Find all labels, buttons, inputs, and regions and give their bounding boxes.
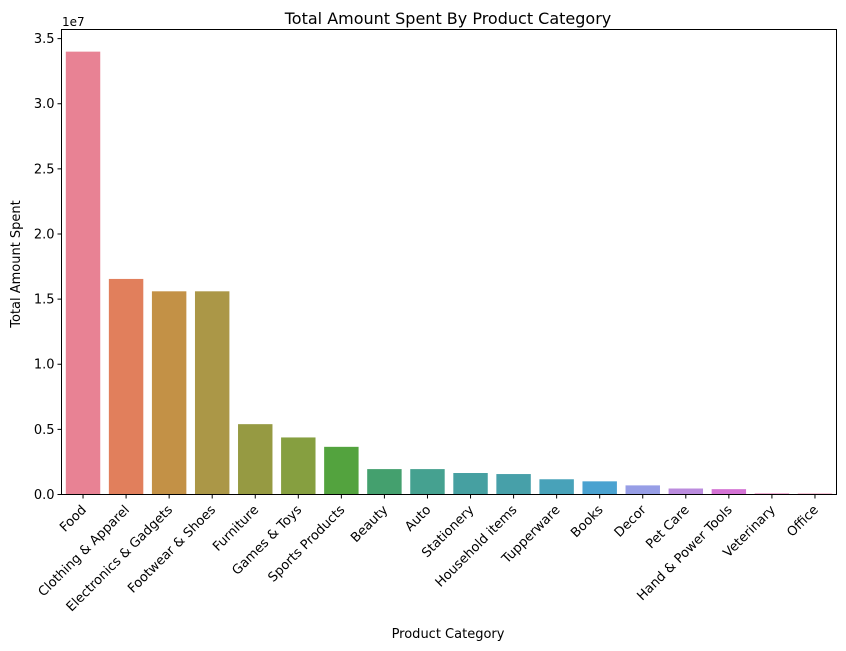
x-tick-label: Food <box>57 503 90 536</box>
bar-auto <box>410 469 445 495</box>
bar-clothing-apparel <box>108 278 144 495</box>
x-tick-label: Books <box>568 503 606 541</box>
y-tick-label: 1.5 <box>34 293 55 308</box>
bar-pet-care <box>668 488 704 495</box>
x-axis-label: Product Category <box>392 627 505 642</box>
x-tick-label: Auto <box>402 503 434 535</box>
x-tick-label: Decor <box>612 502 650 540</box>
bar-decor <box>625 485 660 495</box>
bar-household-items <box>496 474 531 495</box>
bar-footwear-shoes <box>194 291 230 495</box>
chart-title: Total Amount Spent By Product Category <box>284 9 612 28</box>
y-tick-label: 2.5 <box>34 162 55 177</box>
x-tick-label: Beauty <box>348 503 391 546</box>
x-tick-label: Household items <box>433 503 521 591</box>
y-tick-label: 1.0 <box>34 358 55 373</box>
bars-group <box>65 51 833 495</box>
y-tick-label: 3.0 <box>34 97 55 112</box>
bar-beauty <box>367 469 402 495</box>
bar-stationery <box>453 473 488 495</box>
bar-food <box>65 51 101 495</box>
bar-furniture <box>238 424 273 495</box>
bar-veterinary <box>754 493 790 495</box>
x-tick-label: Office <box>784 503 821 540</box>
bar-hand-power-tools <box>711 489 747 495</box>
y-tick-label: 3.5 <box>34 32 55 47</box>
y-tick-label: 0.5 <box>34 423 55 438</box>
y-tick-label: 0.0 <box>34 488 55 503</box>
bar-sports-products <box>324 446 359 495</box>
y-axis-label: Total Amount Spent <box>9 200 24 329</box>
y-tick-label: 2.0 <box>34 227 55 242</box>
bar-games-toys <box>281 437 316 495</box>
bar-electronics-gadgets <box>151 291 187 495</box>
y-offset-label: 1e7 <box>62 15 85 29</box>
x-tick-label: Sports Products <box>266 503 349 586</box>
y-axis-ticks: 0.0 0.5 1.0 1.5 2.0 2.5 3.0 3.5 <box>34 32 62 503</box>
bar-books <box>582 481 617 495</box>
plot-frame <box>61 29 837 495</box>
bar-tupperware <box>539 479 574 495</box>
